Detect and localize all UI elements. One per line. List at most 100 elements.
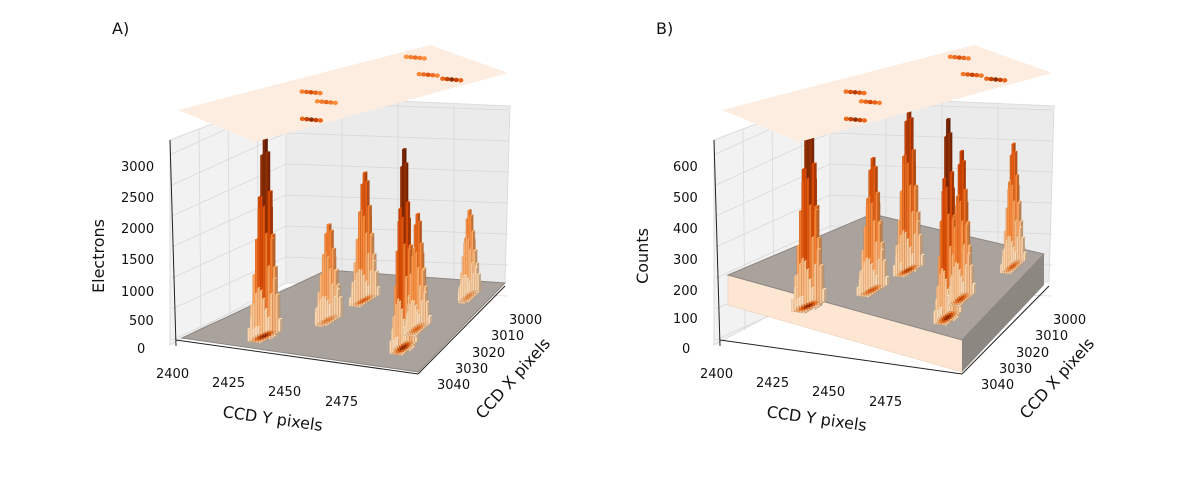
bar-top-face	[1023, 251, 1027, 254]
projection-spot	[299, 89, 305, 94]
panel-a-z-axis	[169, 139, 177, 347]
bar-top-face	[419, 242, 424, 244]
projection-spot	[876, 100, 882, 106]
bar-top-face	[372, 253, 377, 255]
bar	[884, 275, 890, 287]
bar-top-face	[362, 171, 368, 173]
bar-front-face	[870, 264, 873, 288]
projection-spot	[332, 100, 338, 106]
bar	[427, 314, 433, 325]
bar-top-face	[423, 291, 428, 293]
bar-front-face	[323, 297, 327, 320]
bar-front-face	[247, 328, 251, 342]
panel-b-x-tick: 3040	[981, 378, 1014, 393]
projection-spot	[956, 55, 962, 60]
bar-front-face	[939, 307, 943, 316]
bar-front-face	[262, 298, 266, 334]
bar-top-face	[270, 233, 276, 235]
projection-spot	[843, 89, 849, 94]
projection-spot	[988, 76, 994, 82]
bar-front-face	[333, 296, 337, 316]
bar-front-face	[367, 286, 370, 296]
projection-spot	[403, 54, 409, 59]
bar-top-face	[338, 296, 343, 298]
bar-top-face	[946, 117, 951, 120]
bar-top-face	[477, 273, 481, 275]
bar-front-face	[874, 275, 878, 285]
panel-b-x-tick: 3010	[1035, 329, 1068, 344]
bar-front-face	[252, 329, 255, 338]
bar-top-face	[1021, 236, 1025, 239]
bar-front-face	[884, 276, 888, 286]
bar-top-face	[877, 220, 883, 222]
panel-b-z-tick: 100	[673, 312, 698, 327]
panel-a-bars	[247, 136, 482, 357]
projection-spot	[308, 117, 315, 122]
bar-top-face	[326, 223, 332, 225]
bar-top-face	[885, 275, 890, 278]
bar-front-face	[420, 301, 424, 324]
projection-spot	[843, 116, 850, 122]
panel-a-x-tick: 3000	[509, 313, 542, 328]
projection-spot	[303, 89, 310, 95]
bar-front-face	[331, 284, 334, 317]
panel-b-y-tick: 2475	[869, 395, 902, 410]
bar-front-face	[899, 263, 903, 271]
bar-front-face	[468, 281, 471, 293]
bar-top-face	[951, 217, 956, 220]
bar-top-face	[471, 230, 475, 232]
bar-front-face	[920, 254, 923, 266]
bar-front-face	[264, 308, 268, 333]
bar-front-face	[369, 270, 373, 296]
bar	[821, 288, 827, 303]
bar-side-face	[378, 285, 381, 297]
panel-b-z-label: Counts	[633, 228, 652, 284]
bar-top-face	[336, 288, 341, 290]
projection-spot	[856, 90, 863, 95]
bar-front-face	[425, 301, 429, 324]
panel-a-x-tick: 3010	[491, 329, 524, 344]
projection-spot	[969, 72, 975, 78]
projection-spot	[440, 76, 446, 81]
bar-front-face	[860, 269, 864, 294]
bar-top-face	[365, 180, 370, 182]
bar-top-face	[372, 259, 377, 262]
projection-spot	[317, 90, 323, 96]
bar-top-face	[367, 204, 372, 207]
bar-side-face	[340, 296, 344, 316]
bar-front-face	[353, 281, 356, 304]
gridline	[198, 128, 202, 331]
bar-front-face	[1016, 237, 1019, 261]
bar	[277, 317, 283, 333]
projection-spot	[425, 72, 431, 78]
projection-spot	[314, 99, 320, 104]
bar-top-face	[467, 208, 472, 211]
bar-top-face	[376, 286, 381, 288]
bar-front-face	[256, 326, 260, 335]
bar-top-face	[333, 269, 339, 272]
bar-top-face	[909, 117, 914, 119]
bar-top-face	[961, 160, 966, 162]
bar-front-face	[272, 278, 276, 332]
bar-top-face	[369, 232, 374, 235]
panel-b-z-axis	[713, 139, 721, 347]
panel-b-z-tick: 600	[673, 160, 698, 175]
gridline	[285, 132, 509, 142]
bar-top-face	[428, 314, 433, 317]
gridline	[285, 194, 509, 204]
bar-front-face	[355, 273, 359, 303]
bar-top-face	[819, 263, 824, 266]
bar-front-face	[813, 264, 817, 302]
bar-front-face	[348, 297, 352, 307]
projection-spot	[965, 56, 971, 61]
bar-front-face	[267, 317, 270, 331]
projection-spot	[453, 77, 459, 83]
projection-spot	[319, 99, 325, 104]
bar-front-face	[362, 275, 366, 298]
panel-b-y-label: CCD Y pixels	[766, 402, 868, 435]
bar-front-face	[328, 304, 332, 317]
bar-front-face	[338, 297, 342, 316]
bar-top-face	[270, 237, 275, 239]
panel-a-projection-spots	[299, 54, 464, 123]
bar	[920, 253, 925, 267]
